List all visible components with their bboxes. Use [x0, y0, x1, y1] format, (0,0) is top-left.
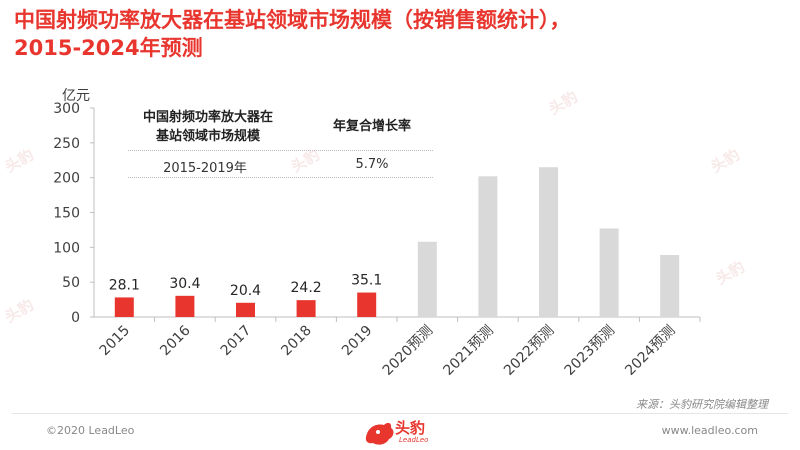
- data-label: 24.2: [291, 280, 322, 296]
- x-tick-label: 2020预测: [380, 323, 436, 379]
- source-note: 来源：头豹研究院编辑整理: [636, 398, 768, 411]
- y-tick-label: 50: [62, 275, 80, 291]
- table-header-line-1: 中国射频功率放大器在: [142, 110, 273, 125]
- x-tick-label: 2024预测: [622, 323, 678, 379]
- actual-bar: [357, 292, 377, 317]
- y-tick-label: 100: [53, 240, 80, 256]
- website-link[interactable]: www.leadleo.com: [661, 424, 758, 437]
- actual-bar: [236, 302, 255, 317]
- y-tick-label: 0: [71, 310, 80, 326]
- table-header-cagr: 年复合增长率: [332, 119, 411, 134]
- chart-title: 中国射频功率放大器在基站领域市场规模（按销售额统计）， 2015-2024年预测: [14, 6, 784, 62]
- x-tick-label: 2023预测: [562, 323, 618, 379]
- data-label: 28.1: [109, 277, 140, 293]
- table-header-market-size: 中国射频功率放大器在 基站领域市场规模: [128, 108, 288, 146]
- logo-text: 头豹: [395, 419, 426, 437]
- x-tick-label: 2021预测: [440, 323, 496, 379]
- logo-subtext: LeadLeo: [399, 436, 429, 444]
- y-axis-label: 亿元: [62, 88, 90, 104]
- x-tick-label: 2017: [218, 323, 255, 360]
- y-tick-label: 250: [53, 136, 80, 152]
- footer-divider: [12, 413, 788, 414]
- forecast-bar: [599, 228, 619, 317]
- x-tick-label: 2022预测: [501, 323, 557, 379]
- table-period: 2015-2019年: [163, 161, 247, 176]
- forecast-bar: [539, 167, 558, 317]
- x-tick-label: 2015: [97, 323, 134, 360]
- table-header-line-2: 基站领域市场规模: [155, 129, 260, 144]
- table-divider: [128, 177, 433, 178]
- forecast-bar: [417, 241, 437, 317]
- actual-bar: [114, 297, 134, 317]
- table-divider: [128, 150, 433, 151]
- data-label: 35.1: [351, 273, 382, 289]
- actual-bar: [175, 295, 195, 317]
- copyright: ©2020 LeadLeo: [46, 424, 135, 437]
- actual-bar: [296, 300, 316, 317]
- x-tick-label: 2016: [157, 322, 194, 359]
- y-tick-label: 150: [53, 206, 80, 222]
- y-tick-label: 200: [53, 171, 80, 187]
- title-line-1: 中国射频功率放大器在基站领域市场规模（按销售额统计），: [14, 8, 571, 32]
- leadleo-logo-icon: [365, 422, 394, 445]
- data-label: 30.4: [169, 276, 200, 292]
- x-tick-label: 2018: [278, 323, 315, 360]
- data-label: 20.4: [230, 283, 261, 299]
- table-cagr-value: 5.7%: [355, 157, 389, 172]
- title-line-2: 2015-2024年预测: [14, 36, 203, 60]
- x-tick-label: 2019: [339, 323, 376, 360]
- y-tick-label: 300: [53, 101, 80, 117]
- forecast-bar: [660, 254, 680, 317]
- forecast-bar: [478, 176, 498, 317]
